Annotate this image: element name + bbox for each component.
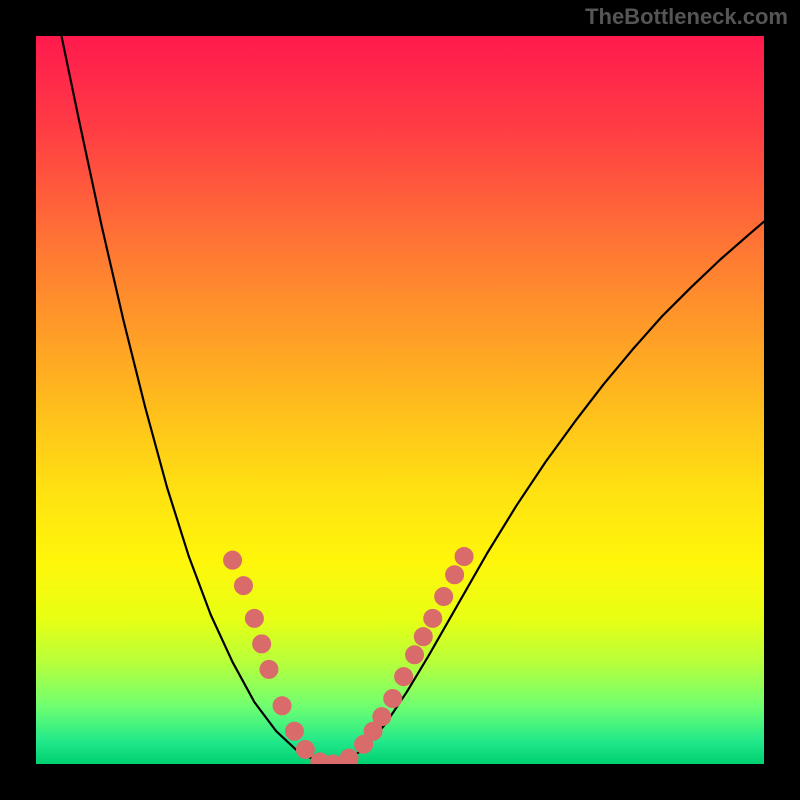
curve-marker [424, 609, 442, 627]
curve-marker [285, 722, 303, 740]
curve-layer [36, 36, 764, 764]
curve-marker [260, 660, 278, 678]
curve-marker [224, 551, 242, 569]
curve-marker [373, 708, 391, 726]
plot-area [36, 36, 764, 764]
curve-marker [245, 609, 263, 627]
curve-marker [384, 689, 402, 707]
curve-marker [395, 668, 413, 686]
watermark-text: TheBottleneck.com [585, 4, 788, 30]
curve-marker [446, 566, 464, 584]
chart-frame: TheBottleneck.com [0, 0, 800, 800]
curve-marker [273, 697, 291, 715]
curve-marker [253, 635, 271, 653]
marker-group [224, 548, 474, 764]
curve-marker [455, 548, 473, 566]
curve-marker [406, 646, 424, 664]
curve-marker [435, 588, 453, 606]
curve-marker [234, 577, 252, 595]
curve-marker [414, 628, 432, 646]
curve-marker [296, 740, 314, 758]
curve-marker [340, 749, 358, 764]
